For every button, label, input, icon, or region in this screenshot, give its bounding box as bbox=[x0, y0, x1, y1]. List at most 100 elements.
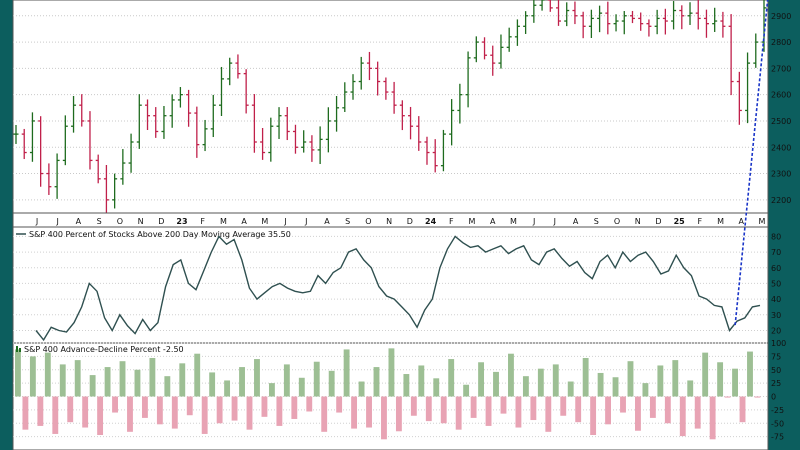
ohlc-bar bbox=[366, 51, 372, 81]
ad-bar bbox=[82, 396, 89, 428]
ohlc-bar bbox=[145, 99, 151, 131]
ad-tick-label: 25 bbox=[771, 379, 781, 388]
ad-bar bbox=[313, 361, 320, 397]
ad-bar bbox=[321, 396, 328, 432]
ad-bar bbox=[687, 380, 694, 397]
ad-bar bbox=[67, 396, 74, 423]
ohlc-bar bbox=[251, 94, 257, 153]
ad-bar bbox=[560, 396, 567, 416]
price-tick-label: 2800 bbox=[771, 38, 791, 47]
x-tick-label: A bbox=[76, 217, 82, 226]
ohlc-bar bbox=[13, 125, 19, 144]
ohlc-bar bbox=[506, 27, 512, 52]
x-tick-label: M bbox=[717, 217, 724, 226]
x-tick-label: M bbox=[759, 217, 766, 226]
ad-bar bbox=[373, 367, 380, 397]
x-tick-label: 23 bbox=[176, 217, 187, 226]
ad-bar bbox=[306, 396, 313, 412]
ad-bar bbox=[508, 353, 514, 397]
ad-bar bbox=[44, 352, 51, 397]
ohlc-bar bbox=[695, 0, 701, 30]
price-tick-label: 2500 bbox=[771, 117, 791, 126]
ohlc-bar bbox=[449, 99, 455, 146]
x-tick-label: N bbox=[386, 217, 392, 226]
ad-tick-label: -50 bbox=[771, 419, 784, 428]
ad-bar bbox=[627, 361, 634, 397]
legend-bar-swatch bbox=[19, 348, 21, 352]
ad-bar bbox=[463, 384, 470, 397]
ad-bar bbox=[747, 351, 753, 397]
ad-bar bbox=[366, 396, 372, 428]
ohlc-bar bbox=[605, 1, 611, 35]
ad-bar bbox=[22, 396, 29, 430]
ad-bar bbox=[216, 396, 223, 424]
ohlc-bar bbox=[753, 33, 759, 68]
ad-bar bbox=[642, 383, 649, 397]
price-tick-label: 2400 bbox=[771, 143, 791, 152]
x-tick-label: J bbox=[35, 217, 38, 226]
legend-bar-swatch bbox=[16, 346, 18, 352]
ad-bar bbox=[186, 396, 193, 416]
x-tick-label: M bbox=[510, 217, 517, 226]
x-tick-label: S bbox=[345, 217, 350, 226]
ad-bar bbox=[717, 362, 724, 397]
pct-tick-label: 60 bbox=[771, 264, 781, 273]
x-tick-label: S bbox=[97, 217, 102, 226]
ohlc-bar bbox=[572, 1, 578, 25]
pct-above-panel: S&P 400 Percent of Stocks Above 200 Day … bbox=[12, 0, 781, 344]
ad-bar bbox=[291, 396, 298, 419]
ad-bar bbox=[433, 378, 440, 397]
ohlc-bar bbox=[654, 9, 660, 35]
x-tick-label: M bbox=[261, 217, 268, 226]
ohlc-bar bbox=[564, 2, 570, 27]
ohlc-bar bbox=[29, 112, 35, 162]
ad-bar bbox=[605, 396, 611, 425]
price-tick-label: 2300 bbox=[771, 170, 791, 179]
ad-bar bbox=[493, 371, 499, 397]
ohlc-bar bbox=[490, 45, 496, 76]
ad-bar bbox=[156, 396, 163, 425]
x-tick-label: F bbox=[698, 217, 703, 226]
ad-bar bbox=[530, 396, 537, 421]
ad-tick-label: 50 bbox=[771, 366, 781, 375]
ad-bar bbox=[97, 396, 104, 436]
x-tick-label: J bbox=[283, 217, 286, 226]
x-tick-label: F bbox=[449, 217, 454, 226]
x-tick-label: N bbox=[138, 217, 144, 226]
ohlc-bar bbox=[342, 82, 348, 113]
ohlc-bar bbox=[531, 0, 537, 23]
ad-bar bbox=[672, 360, 679, 397]
x-tick-label: S bbox=[594, 217, 599, 226]
ohlc-bar bbox=[243, 69, 249, 114]
x-tick-label: O bbox=[365, 217, 371, 226]
ad-bar bbox=[418, 365, 425, 397]
ad-bar bbox=[515, 396, 522, 428]
ad-bar bbox=[179, 363, 186, 397]
ad-bar bbox=[552, 364, 559, 397]
pct-tick-label: 20 bbox=[771, 326, 781, 335]
trendline bbox=[734, 0, 769, 326]
ohlc-bar bbox=[745, 52, 751, 124]
ad-bar bbox=[679, 396, 686, 437]
ad-bar bbox=[149, 357, 156, 397]
ohlc-bar bbox=[662, 8, 668, 35]
x-tick-label: A bbox=[241, 217, 247, 226]
x-tick-label: D bbox=[655, 217, 661, 226]
ohlc-bar bbox=[613, 14, 619, 32]
ohlc-bar bbox=[309, 135, 315, 162]
ad-bar bbox=[694, 396, 701, 429]
ohlc-bar bbox=[350, 74, 356, 100]
ohlc-bar bbox=[103, 164, 109, 214]
ad-bar bbox=[612, 377, 619, 397]
ohlc-bar bbox=[325, 107, 331, 153]
ad-bar bbox=[403, 374, 410, 397]
ad-bar bbox=[440, 396, 447, 424]
ohlc-bar bbox=[95, 154, 101, 184]
ohlc-bar bbox=[136, 94, 142, 149]
ad-bar bbox=[381, 396, 387, 440]
ohlc-bar bbox=[399, 100, 405, 131]
ad-bar bbox=[455, 396, 462, 430]
x-tick-label: 25 bbox=[674, 217, 686, 226]
ad-bar bbox=[732, 368, 738, 397]
ohlc-bar bbox=[416, 116, 422, 151]
